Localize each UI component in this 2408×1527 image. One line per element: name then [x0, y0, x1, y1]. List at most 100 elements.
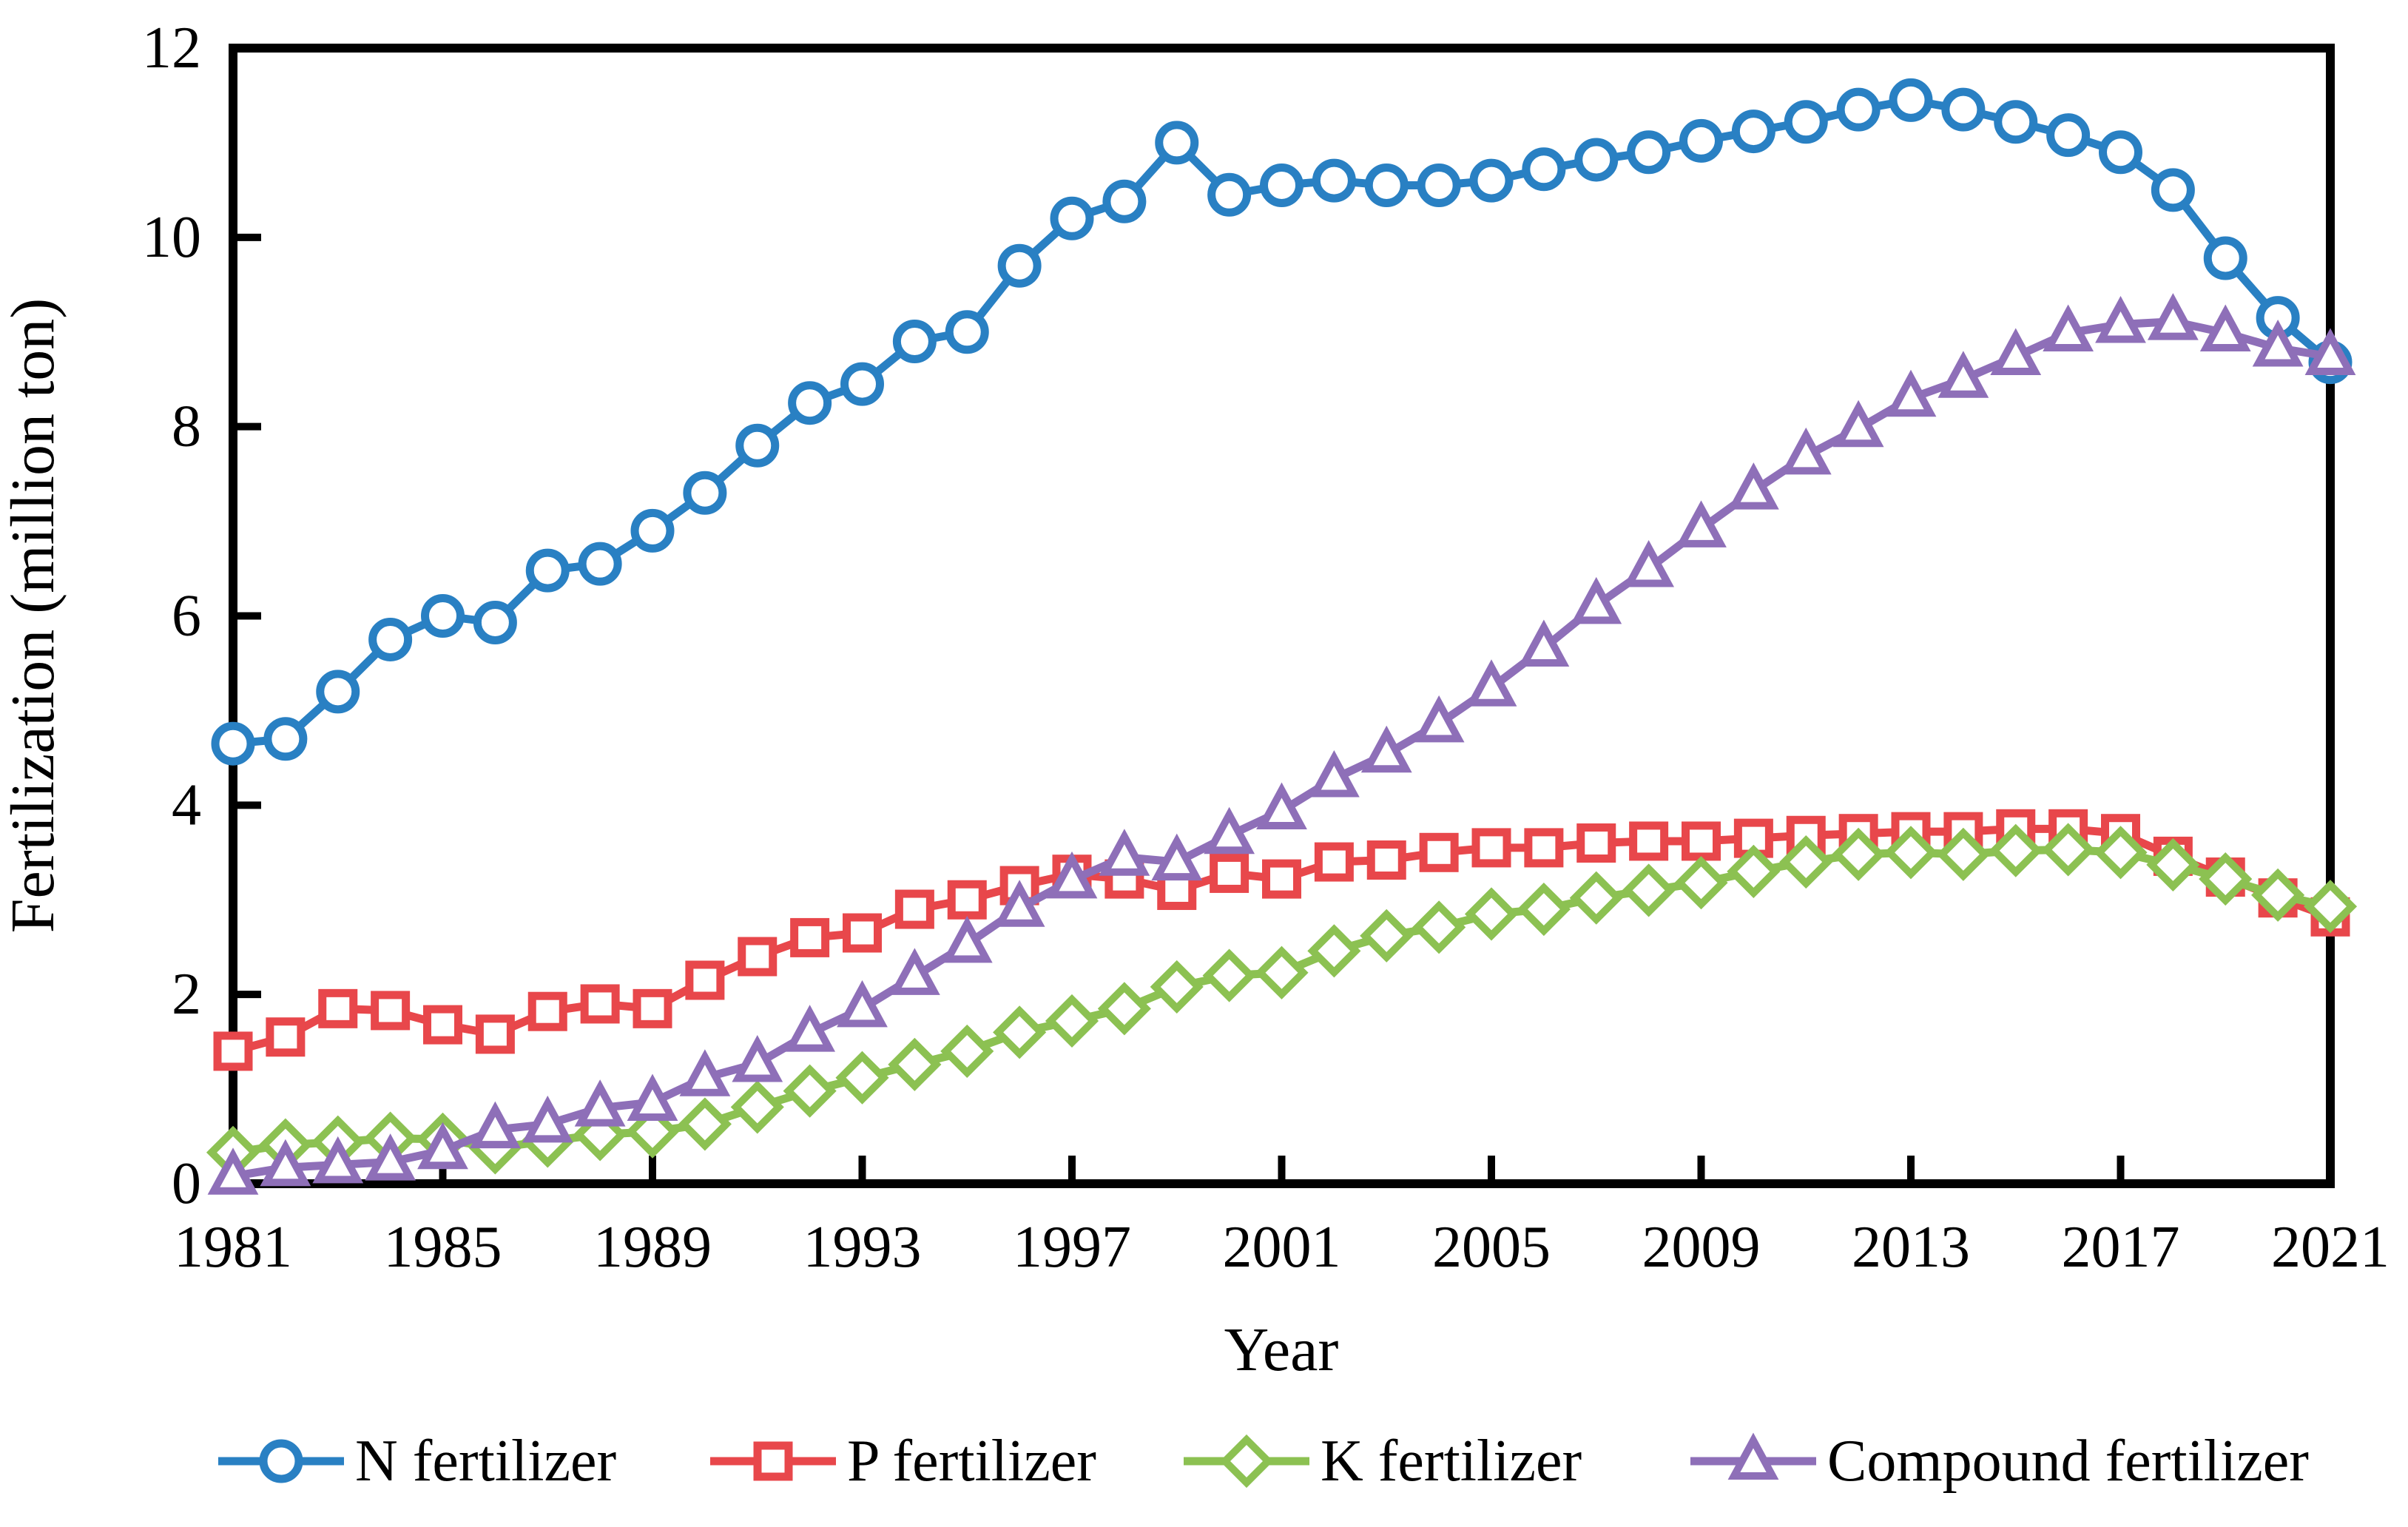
series-marker-square	[1629, 821, 1669, 861]
series-marker-circle	[1155, 121, 1199, 165]
series-marker-circle	[1574, 138, 1619, 182]
series-marker-square	[1682, 821, 1721, 861]
axis-ticks-and-labels: 0 2 4 6 8 10 12 1981 1985 1989 1993 1997 2001 2005 200…	[142, 16, 2390, 1280]
series-marker-diamond	[1989, 823, 2043, 877]
series-marker-diamond	[1097, 982, 1151, 1036]
series-marker-diamond	[1307, 924, 1361, 978]
legend-item-k-fertilizer: K fertilizer	[1184, 1429, 1582, 1494]
series-marker-square	[371, 991, 411, 1031]
series-marker-square	[475, 1014, 515, 1054]
series-marker-triangle	[207, 1147, 259, 1195]
series-marker-square	[1733, 818, 1773, 858]
series-marker-circle	[473, 600, 517, 644]
series-marker-diamond	[678, 1097, 732, 1151]
series-compound-fertilizer	[207, 293, 2356, 1195]
legend-label: N fertilizer	[355, 1429, 616, 1494]
series-marker-circle	[840, 362, 884, 406]
legend-label: P fertilizer	[847, 1429, 1096, 1494]
series-marker-circle	[1994, 100, 2038, 144]
series-marker-square	[1262, 859, 1301, 899]
series-marker-circle	[1784, 100, 1828, 144]
series-marker-circle	[2046, 113, 2091, 158]
series-marker-triangle	[732, 1035, 783, 1082]
series-marker-triangle	[1308, 750, 1360, 798]
series-marker-triangle	[2304, 328, 2356, 376]
series-marker-square	[738, 937, 778, 977]
series-marker-diamond	[1045, 994, 1099, 1048]
plot-border	[229, 44, 2335, 1188]
series-marker-square	[894, 889, 934, 929]
series-marker-diamond	[1517, 882, 1571, 937]
series-marker-square	[753, 1441, 793, 1481]
series-marker-triangle	[1885, 369, 1937, 417]
series-marker-triangle	[1518, 619, 1570, 667]
series-marker-diamond	[1255, 945, 1309, 1000]
series-marker-circle	[263, 717, 308, 761]
series-marker-circle	[945, 310, 989, 354]
legend-item-compound-fertilizer: Compound fertilizer	[1690, 1429, 2309, 1494]
series-marker-triangle	[1151, 833, 1203, 881]
series-marker-circle	[630, 508, 675, 553]
series-marker-square	[1366, 840, 1406, 880]
x-tick-label: 1989	[593, 1215, 712, 1280]
series-marker-triangle	[1727, 1432, 1779, 1480]
series-marker-square	[266, 1017, 306, 1057]
series-marker-triangle	[1256, 782, 1307, 830]
y-tick-label: 2	[172, 962, 201, 1027]
series-marker-square	[633, 988, 672, 1028]
series-marker-circle	[997, 243, 1042, 288]
series-marker-diamond	[888, 1037, 942, 1091]
x-tick-label: 1997	[1013, 1215, 1131, 1280]
series-marker-triangle	[679, 1049, 731, 1096]
x-tick-label: 2001	[1223, 1215, 1341, 1280]
x-tick-label: 1981	[174, 1215, 292, 1280]
series-marker-triangle	[417, 1122, 468, 1170]
series-marker-circle	[211, 721, 255, 766]
y-tick-label: 0	[172, 1151, 201, 1216]
series-marker-triangle	[1780, 427, 1832, 475]
series-marker-circle	[1836, 87, 1881, 132]
y-tick-label: 10	[142, 205, 201, 270]
series-marker-diamond	[2094, 826, 2148, 880]
y-axis-title: Fertilization (million ton)	[0, 298, 67, 934]
series-marker-diamond	[783, 1064, 837, 1118]
series-marker-triangle	[260, 1139, 311, 1187]
series-marker-diamond	[2146, 837, 2200, 891]
series-marker-square	[527, 991, 567, 1031]
series-marker-square	[1210, 853, 1249, 893]
series-marker-triangle	[312, 1136, 364, 1184]
x-tick-label: 2009	[1642, 1215, 1761, 1280]
series-marker-circle	[1260, 163, 1304, 207]
chart-legend: N fertilizer P fertilizer K fertilizer Comp…	[218, 1429, 2309, 1494]
series-marker-square	[1419, 832, 1459, 872]
series-marker-square	[1576, 823, 1616, 863]
series-marker-square	[947, 880, 987, 920]
series-marker-square	[213, 1031, 253, 1071]
series-marker-triangle	[2252, 319, 2304, 367]
series-marker-diamond	[1150, 960, 1204, 1014]
series-marker-circle	[1627, 130, 1671, 175]
legend-item-p-fertilizer: P fertilizer	[710, 1429, 1096, 1494]
series-marker-circle	[1207, 172, 1252, 217]
series-marker-triangle	[1046, 851, 1098, 899]
series-marker-diamond	[2199, 852, 2253, 906]
series-marker-triangle	[574, 1079, 626, 1127]
series-marker-circle	[1889, 78, 1933, 122]
series-marker-square	[318, 988, 358, 1028]
legend-label: Compound fertilizer	[1827, 1429, 2309, 1494]
series-marker-triangle	[1413, 695, 1465, 743]
series-marker-circle	[788, 381, 832, 425]
x-tick-label: 2021	[2271, 1215, 2390, 1280]
series-marker-diamond	[2041, 823, 2095, 877]
series-marker-circle	[2099, 130, 2142, 175]
series-marker-diamond	[993, 1005, 1047, 1059]
series-marker-triangle	[365, 1133, 416, 1181]
series-marker-triangle	[1937, 351, 1989, 398]
series-marker-diamond	[940, 1024, 994, 1078]
series-marker-diamond	[625, 1105, 680, 1159]
series-marker-triangle	[2095, 296, 2146, 343]
series-marker-diamond	[2251, 868, 2305, 922]
y-tick-label: 6	[172, 584, 201, 649]
series-marker-circle	[421, 594, 465, 638]
